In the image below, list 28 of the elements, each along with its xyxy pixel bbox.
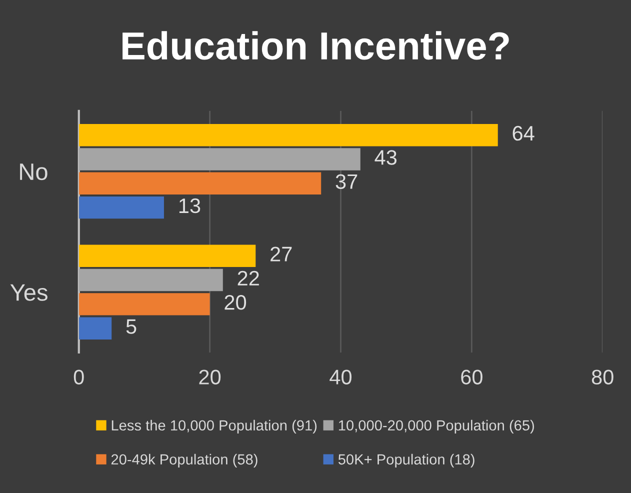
legend-label: Less the 10,000 Population (91)	[112, 420, 317, 434]
data-label: 43	[374, 150, 397, 165]
bar	[78, 293, 210, 316]
bar	[78, 244, 256, 267]
x-tick-label: 80	[592, 370, 614, 384]
legend-label: 20-49k Population (58)	[111, 454, 258, 468]
bar	[78, 268, 223, 292]
bar	[78, 317, 112, 340]
y-tick-label: No	[20, 164, 48, 180]
x-tick-label: 0	[74, 370, 84, 384]
data-label: 37	[336, 174, 358, 189]
data-label: 13	[179, 198, 200, 214]
legend-label: 50K+ Population (18)	[338, 454, 474, 468]
x-tick-label: 20	[199, 370, 221, 384]
bar	[78, 124, 498, 146]
data-label: 27	[270, 246, 292, 262]
y-tick-label: Yes	[10, 284, 48, 301]
bar	[78, 148, 360, 170]
chart-title: Education Incentive?	[122, 31, 509, 60]
data-label: 22	[238, 270, 259, 286]
data-label: 5	[126, 319, 136, 334]
legend-label: 10,000-20,000 Population (65)	[338, 420, 534, 434]
data-label: 64	[512, 126, 534, 141]
x-tick-label: 60	[461, 370, 482, 384]
x-tick-label: 40	[330, 370, 352, 384]
bar	[78, 196, 164, 219]
bar	[78, 172, 322, 195]
data-label: 20	[224, 295, 246, 310]
